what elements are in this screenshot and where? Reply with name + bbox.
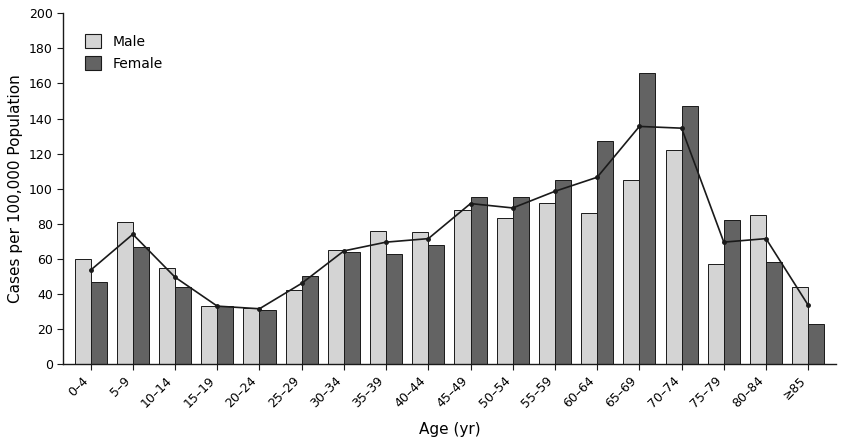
Bar	[724, 220, 740, 364]
X-axis label: Age (yr): Age (yr)	[419, 422, 480, 437]
Bar	[116, 222, 133, 364]
Bar	[327, 250, 344, 364]
Bar	[386, 254, 402, 364]
Bar	[133, 247, 149, 364]
Y-axis label: Cases per 100,000 Population: Cases per 100,000 Population	[8, 74, 24, 303]
Bar	[201, 306, 217, 364]
Bar	[412, 232, 428, 364]
Bar	[454, 210, 470, 364]
Bar	[624, 180, 640, 364]
Bar	[344, 252, 360, 364]
Bar	[74, 259, 90, 364]
Bar	[555, 180, 571, 364]
Bar	[175, 287, 191, 364]
Bar	[539, 202, 555, 364]
Bar	[217, 306, 233, 364]
Bar	[513, 198, 529, 364]
Bar	[470, 198, 487, 364]
Bar	[750, 215, 766, 364]
Bar	[766, 262, 782, 364]
Bar	[682, 106, 698, 364]
Bar	[666, 150, 682, 364]
Bar	[793, 287, 809, 364]
Bar	[708, 264, 724, 364]
Bar	[582, 213, 598, 364]
Bar	[497, 218, 513, 364]
Bar	[90, 282, 106, 364]
Bar	[640, 73, 656, 364]
Legend: Male, Female: Male, Female	[78, 27, 170, 78]
Bar	[428, 245, 444, 364]
Bar	[598, 142, 614, 364]
Bar	[243, 308, 259, 364]
Bar	[159, 267, 175, 364]
Bar	[285, 290, 301, 364]
Bar	[301, 276, 317, 364]
Bar	[809, 324, 825, 364]
Bar	[259, 310, 275, 364]
Bar	[370, 231, 386, 364]
